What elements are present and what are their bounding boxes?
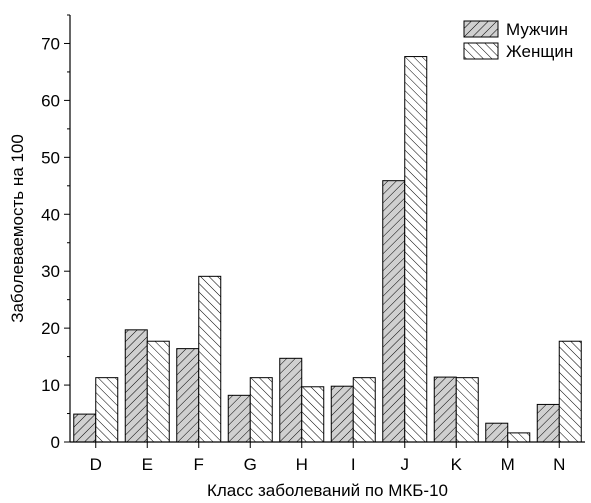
x-tick-label: N: [553, 455, 565, 474]
bar-men-G: [227, 394, 251, 443]
bar-men-F: [176, 348, 200, 443]
bar-men-I: [330, 385, 354, 443]
y-tick-label: 20: [41, 319, 60, 338]
y-tick-label: 40: [41, 205, 60, 224]
bar-women-K: [455, 377, 479, 443]
bar-women-H: [301, 386, 325, 443]
bar-men-M: [485, 422, 509, 443]
y-tick-label: 60: [41, 91, 60, 110]
legend-swatch-men: [463, 20, 499, 38]
y-tick-label: 70: [41, 34, 60, 53]
bar-men-E: [124, 329, 148, 443]
legend-swatch-women: [463, 42, 499, 60]
bar-men-H: [279, 357, 303, 443]
axes-layer: D E F G H I J K M N 0 10 20 30 40 50 60 70: [41, 14, 585, 474]
bar-women-J: [404, 56, 428, 443]
legend-label-women: Женщин: [506, 42, 573, 61]
bar-women-D: [95, 377, 119, 443]
legend-label-men: Мужчин: [506, 20, 568, 39]
bar-men-J: [382, 180, 406, 443]
x-tick-label: G: [244, 455, 257, 474]
x-tick-label: E: [142, 455, 153, 474]
bar-men-N: [536, 403, 560, 443]
x-tick-label: I: [351, 455, 356, 474]
bar-women-E: [146, 340, 170, 443]
x-tick-label: M: [501, 455, 515, 474]
x-tick-label: J: [401, 455, 410, 474]
bar-women-M: [507, 432, 531, 443]
y-tick-label: 10: [41, 376, 60, 395]
bar-women-I: [352, 377, 376, 443]
bar-women-G: [249, 377, 273, 443]
y-tick-label: 50: [41, 148, 60, 167]
x-tick-label: F: [194, 455, 204, 474]
bar-men-D: [73, 413, 97, 443]
x-tick-label: H: [296, 455, 308, 474]
x-tick-label: K: [451, 455, 463, 474]
legend: Мужчин Женщин: [463, 20, 573, 61]
x-tick-label: D: [90, 455, 102, 474]
bar-men-K: [433, 376, 457, 443]
bar-women-N: [558, 340, 582, 443]
y-axis-label: Заболеваемость на 100: [8, 134, 27, 323]
bars-layer: [73, 56, 582, 443]
bar-women-F: [198, 275, 222, 443]
y-tick-label: 30: [41, 262, 60, 281]
x-axis-label: Класс заболеваний по МКБ-10: [207, 481, 448, 500]
y-tick-label: 0: [51, 433, 60, 452]
